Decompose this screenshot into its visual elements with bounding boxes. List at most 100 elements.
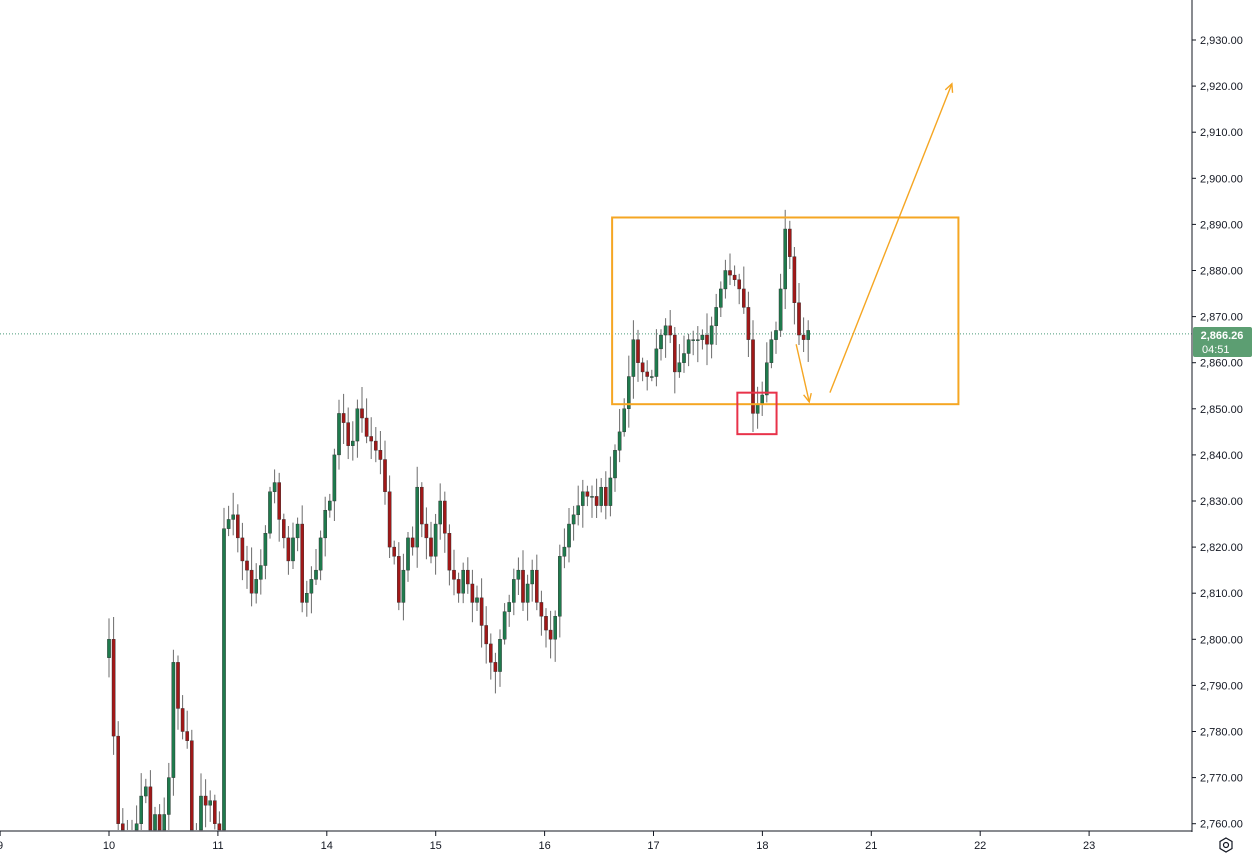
candle-down [443,500,447,534]
candle-down [286,537,291,562]
candle-down [116,735,120,824]
candle-up [208,800,213,806]
candle-up [351,440,355,446]
time-axis[interactable]: 9 10 11 14 15 16 17 18 21 22 23 [0,831,1095,852]
price-tick-label: 2,890.00 [1200,219,1243,231]
candle-up [314,569,318,580]
candle-series [107,209,810,831]
time-tick-label: 21 [865,840,877,852]
time-tick-label: 10 [103,840,115,852]
candle-down [282,519,286,539]
candle-down [369,436,374,442]
candle-up [778,288,783,331]
candle-down [424,523,429,539]
candle-up [502,611,507,640]
price-tick-label: 2,930.00 [1200,35,1243,47]
arrow-up-head [944,82,954,93]
candle-down [479,597,484,626]
time-tick-label: 15 [430,840,442,852]
price-tick-label: 2,900.00 [1200,173,1243,185]
candle-down [185,731,190,741]
candle-down [470,583,475,603]
candle-down [489,643,493,663]
candle-up [530,569,534,585]
candle-up [507,602,512,612]
candle-up [166,777,171,815]
price-tick-label: 2,820.00 [1200,542,1243,554]
candle-down [249,569,254,594]
price-tick-label: 2,770.00 [1200,773,1243,785]
time-tick-label: 11 [212,840,223,852]
price-tick-label: 2,880.00 [1200,266,1243,278]
price-tick-label: 2,850.00 [1200,404,1243,416]
candle-up [475,597,479,603]
candle-up [567,523,571,548]
price-tick-label: 2,830.00 [1200,496,1243,508]
candle-up [291,537,295,562]
candle-up [677,362,682,373]
price-tick-label: 2,910.00 [1200,127,1243,139]
candle-up [328,500,332,511]
candle-up [199,795,203,831]
price-tick-label: 2,760.00 [1200,819,1243,831]
last-price-tag-bg [1193,327,1252,357]
drawing-annotations[interactable] [611,82,960,436]
candle-up [107,639,111,658]
candle-up [433,523,438,557]
candle-up [755,403,760,414]
candle-up [650,376,654,378]
candle-down [535,569,539,603]
candle-down [705,334,709,345]
arrow-up[interactable] [829,82,954,393]
candle-up [590,496,594,498]
candle-down [111,639,116,737]
candle-up [171,662,176,778]
candle-up [663,325,668,336]
candle-up [332,454,337,502]
axes: 2,930.00 2,920.00 2,910.00 2,900.00 2,890.00… [0,0,1243,852]
candle-up [774,330,778,340]
candle-up [406,537,410,571]
candle-up [765,362,769,396]
candle-down [157,814,162,831]
price-tick-label: 2,860.00 [1200,358,1243,370]
candle-down [493,662,498,672]
candle-up [599,486,603,506]
settings-icon[interactable] [1219,837,1233,853]
candle-up [355,408,360,442]
candle-up [498,639,502,672]
candle-down [378,450,383,460]
candle-up [461,569,466,594]
candle-up [415,486,420,548]
candle-up [608,477,613,506]
candle-up [139,795,144,824]
price-axis[interactable]: 2,930.00 2,920.00 2,910.00 2,900.00 2,890.00… [1192,35,1243,831]
candle-down [645,371,649,377]
arrow-down-shaft [795,344,810,403]
candle-down [420,486,424,525]
candle-up [268,491,272,534]
candle-up [254,579,259,594]
candle-up [134,823,139,831]
candle-down [277,482,282,520]
candle-down [548,629,553,640]
candle-up [696,339,700,341]
candle-down [521,569,525,603]
candle-down [792,256,797,303]
candle-up [659,334,663,350]
candle-down [148,786,153,831]
candle-up [305,593,309,603]
candle-down [447,533,452,571]
highlight-rectangle[interactable] [736,391,778,436]
candle-up [691,339,695,341]
candle-down [364,417,369,437]
time-tick-label: 16 [538,840,550,852]
range-rectangle[interactable] [611,216,960,406]
arrow-down[interactable] [795,344,812,404]
candle-up [512,579,516,603]
candle-up [714,307,718,327]
candle-down [732,274,737,280]
candle-down [484,625,489,645]
candle-up [627,376,631,409]
